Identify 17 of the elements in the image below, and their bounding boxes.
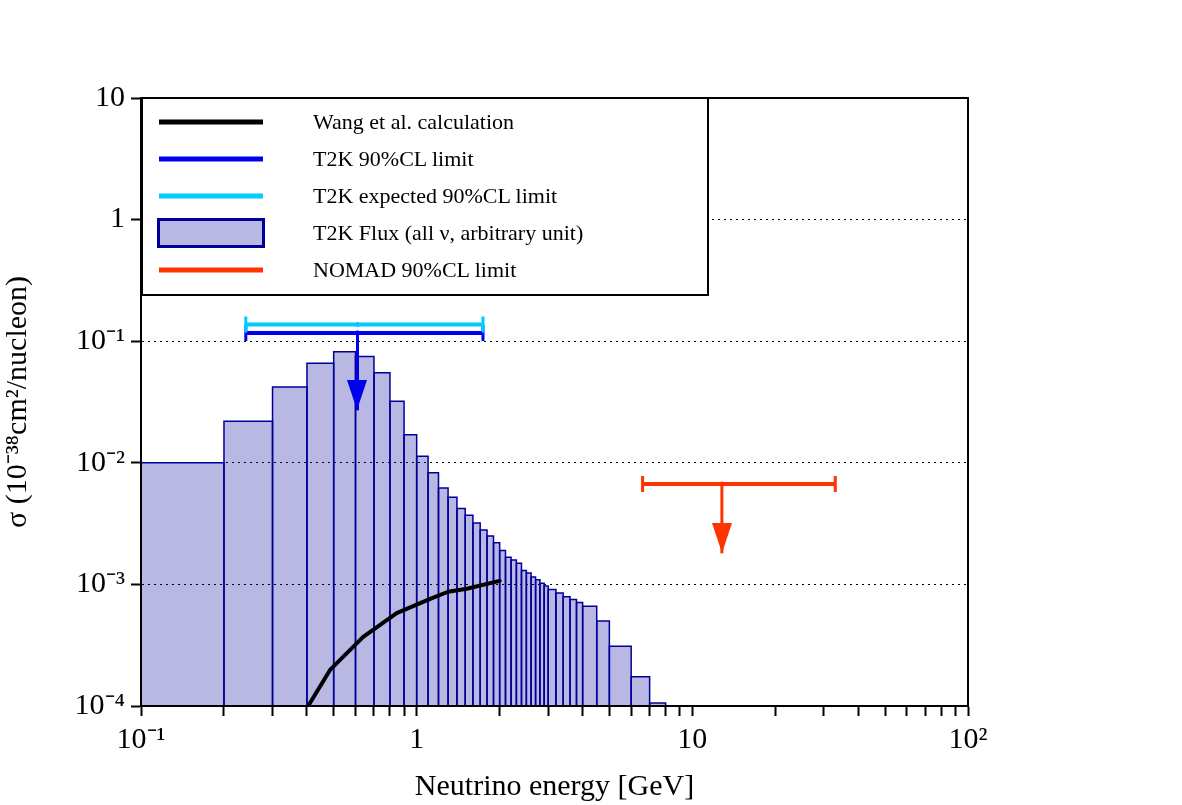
legend-label: T2K Flux (all ν, arbitrary unit)	[313, 219, 584, 246]
y-tick-label: 10⁻²	[76, 443, 125, 477]
y-tick-label: 10	[95, 78, 125, 112]
x-tick-label: 10	[677, 720, 708, 754]
legend-label: T2K expected 90%CL limit	[313, 182, 558, 209]
x-tick-label: 1	[409, 720, 425, 754]
y-tick-label: 10⁻³	[76, 565, 125, 599]
legend-label: T2K 90%CL limit	[313, 145, 474, 172]
x-axis-title: Neutrino energy [GeV]	[414, 767, 695, 801]
x-tick-label: 10⁻¹	[116, 720, 166, 754]
y-tick-label: 10⁻¹	[76, 322, 125, 356]
x-tick-label: 10²	[948, 720, 988, 754]
y-tick-label: 10⁻⁴	[74, 686, 125, 720]
y-tick-label: 1	[110, 200, 125, 234]
legend-label: Wang et al. calculation	[313, 108, 515, 135]
legend-label: NOMAD 90%CL limit	[313, 256, 517, 283]
y-axis-title: σ (10⁻³⁸cm²/nucleon)	[0, 275, 33, 529]
